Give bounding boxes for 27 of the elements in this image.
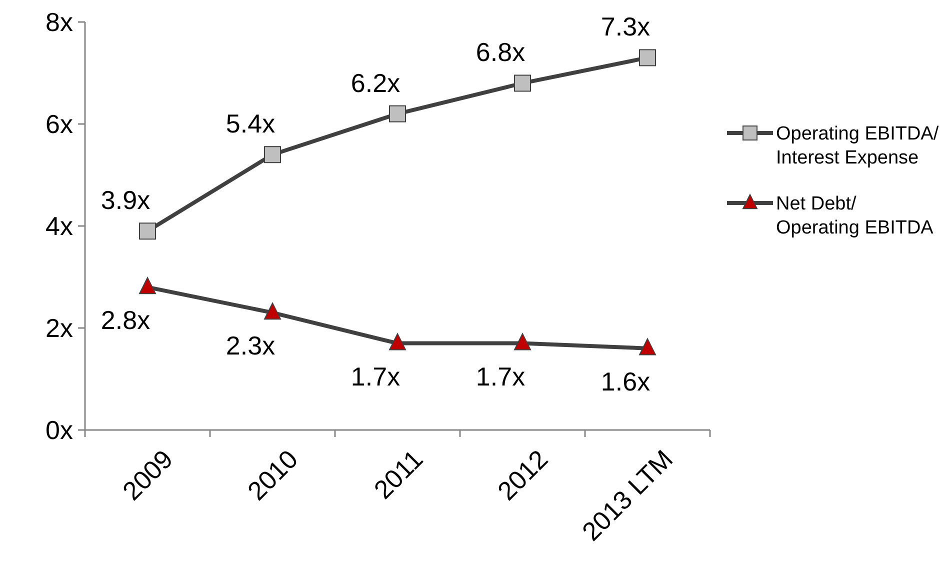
- point: [139, 222, 156, 240]
- legend-label: Net Debt/ Operating EBITDA: [776, 194, 934, 239]
- point: [639, 338, 656, 356]
- point: [514, 333, 531, 350]
- data-label: 7.3x: [600, 12, 650, 42]
- point: [389, 105, 406, 122]
- point: [389, 333, 406, 350]
- point: [264, 302, 281, 320]
- point: [139, 277, 156, 294]
- data-label: 2.3x: [226, 330, 276, 361]
- data-label: 3.9x: [100, 185, 150, 216]
- data-label: 1.6x: [600, 366, 650, 396]
- data-label: 6.2x: [350, 68, 400, 98]
- y-tick-label: 4x: [46, 211, 73, 242]
- data-label: 5.4x: [226, 108, 276, 139]
- y-tick-label: 8x: [46, 7, 73, 38]
- y-tick-label: 6x: [46, 109, 73, 140]
- data-label: 6.8x: [476, 37, 526, 68]
- point: [264, 146, 281, 164]
- data-label: 1.7x: [476, 361, 526, 392]
- data-label: 1.7x: [350, 361, 400, 392]
- data-label: 2.8x: [100, 305, 150, 336]
- y-tick-label: 0x: [46, 415, 73, 446]
- y-tick-label: 2x: [46, 313, 73, 344]
- legend-label: Operating EBITDA/ Interest Expense: [776, 124, 940, 169]
- point: [639, 49, 656, 66]
- point: [514, 74, 531, 92]
